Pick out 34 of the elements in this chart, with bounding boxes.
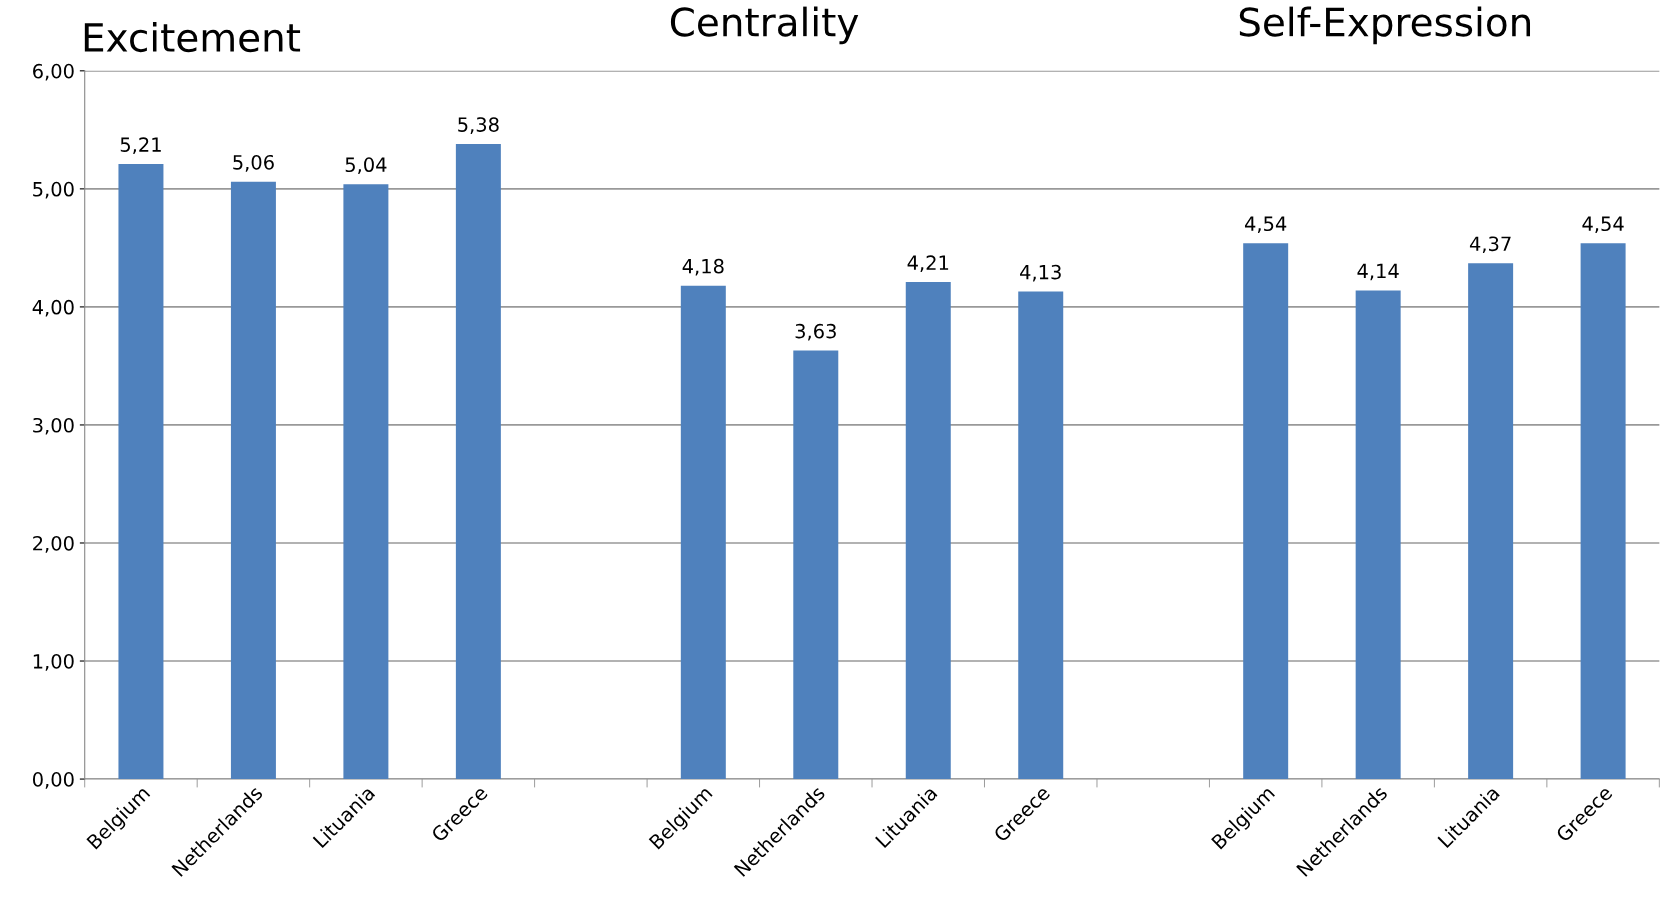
data-label: 5,38 — [458, 117, 499, 134]
bar — [1243, 243, 1289, 780]
text: Excitement — [84, 22, 301, 53]
data-label: 3,63 — [795, 323, 836, 341]
bar — [1468, 263, 1514, 780]
data-label: 4,18 — [682, 258, 724, 276]
data-label: 4,54 — [1244, 216, 1287, 234]
data-label: 4,37 — [1469, 236, 1511, 254]
y-tick-label: 2,00 — [33, 535, 74, 553]
data-label: 4,14 — [1357, 263, 1399, 281]
bar — [680, 285, 726, 780]
data-label: 4,13 — [1020, 264, 1061, 282]
bar — [455, 144, 501, 780]
bar — [905, 282, 951, 780]
y-tick-label: 4,00 — [32, 299, 74, 317]
data-label: 4,21 — [907, 255, 949, 272]
text: Self-Expression — [1239, 6, 1531, 45]
bar — [1355, 290, 1401, 780]
bar — [793, 350, 839, 780]
y-tick-label: 5,00 — [33, 181, 74, 199]
data-label: 5,21 — [120, 137, 161, 154]
bar — [1018, 291, 1064, 780]
bar — [230, 181, 276, 780]
bar — [343, 184, 389, 780]
data-label: 4,54 — [1582, 216, 1624, 234]
y-tick-label: 3,00 — [33, 417, 74, 435]
bar — [118, 164, 164, 780]
y-tick-label: 1,00 — [33, 653, 74, 671]
data-label: 5,06 — [233, 154, 274, 172]
y-tick-label: 6,00 — [33, 63, 74, 81]
text: Centrality — [670, 6, 859, 45]
y-tick-label: 0,00 — [32, 772, 74, 789]
bar — [1580, 243, 1626, 780]
data-label: 5,04 — [345, 157, 387, 175]
